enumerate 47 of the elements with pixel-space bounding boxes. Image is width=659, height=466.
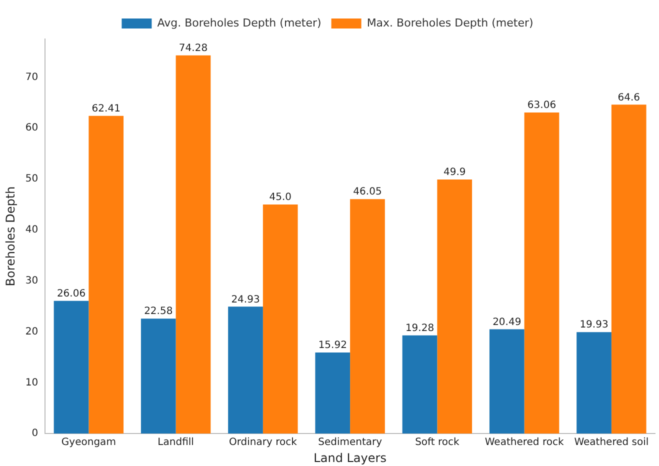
data-label: 22.58 [144, 306, 173, 318]
data-label: 46.05 [353, 186, 382, 198]
data-label: 20.49 [492, 316, 522, 328]
x-tick-label: Soft rock [415, 437, 460, 448]
data-label: 26.06 [56, 288, 86, 300]
x-tick-label: Landfill [158, 437, 194, 448]
bar [611, 104, 646, 434]
data-label: 74.28 [178, 42, 208, 54]
y-tick-label: 70 [25, 72, 38, 83]
bar [262, 204, 298, 434]
bar [315, 352, 350, 434]
bar [437, 180, 472, 434]
y-tick-label: 20 [25, 326, 38, 338]
bar [88, 116, 124, 434]
bar [402, 335, 438, 434]
data-label: 62.41 [92, 103, 120, 114]
bar [524, 112, 560, 434]
data-label: 49.9 [443, 167, 466, 178]
bar [54, 300, 89, 434]
y-tick-label: 40 [25, 224, 38, 236]
bar [228, 306, 263, 434]
x-tick-label: Gyeongam [61, 437, 116, 448]
y-axis-title: Boreholes Depth [3, 186, 18, 286]
x-tick-label: Weathered rock [484, 437, 564, 448]
bar [140, 318, 176, 434]
data-label: 19.93 [580, 320, 608, 331]
y-tick-label: 10 [25, 377, 38, 388]
x-tick-label: Weathered soil [574, 437, 649, 448]
y-tick-label: 0 [32, 428, 38, 440]
bar [576, 332, 612, 434]
y-tick-label: 30 [25, 275, 38, 286]
data-label: 64.6 [618, 92, 640, 104]
y-tick-label: 50 [25, 174, 38, 185]
legend-label: Avg. Boreholes Depth (meter) [157, 16, 322, 30]
data-label: 15.92 [318, 340, 347, 352]
y-tick-label: 60 [25, 122, 38, 134]
bar [176, 55, 211, 434]
x-tick-label: Sedimentary [318, 437, 382, 448]
data-label: 45.0 [269, 192, 292, 204]
bar [350, 199, 385, 434]
x-axis-title: Land Layers [314, 450, 386, 465]
data-label: 24.93 [231, 294, 260, 306]
data-label: 19.28 [405, 323, 434, 334]
data-label: 63.06 [527, 100, 556, 112]
bar [489, 329, 524, 434]
x-tick-label: Ordinary rock [228, 437, 298, 448]
legend-label: Max. Boreholes Depth (meter) [366, 16, 534, 30]
